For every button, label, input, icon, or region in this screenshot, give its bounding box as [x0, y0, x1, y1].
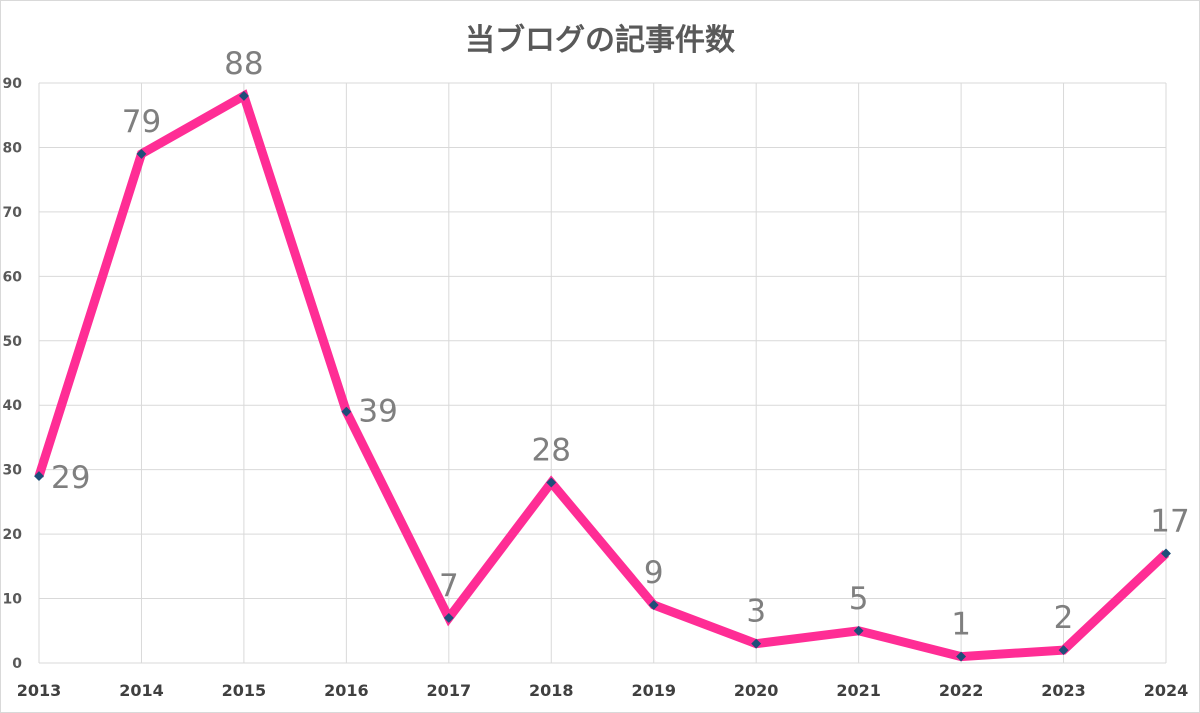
data-label: 79	[122, 104, 161, 140]
data-point-marker	[853, 625, 864, 636]
data-label: 28	[532, 433, 571, 469]
data-point-marker	[1058, 645, 1069, 656]
data-point-marker	[956, 651, 967, 662]
data-label: 5	[849, 581, 869, 617]
y-tick-label: 20	[3, 527, 23, 543]
data-point-marker	[1161, 548, 1171, 559]
y-axis-ticks: 0 10 20 30 40 50 60 70 80 90	[3, 76, 23, 672]
x-tick-label: 2015	[222, 681, 267, 700]
y-tick-label: 0	[12, 656, 22, 672]
data-labels: 29 79 88 39 7 28 9 3 5 1 2 17	[51, 46, 1190, 643]
x-tick-label: 2014	[119, 681, 164, 700]
gridlines	[38, 82, 1167, 664]
x-tick-label: 2020	[734, 681, 779, 700]
data-point-marker	[648, 600, 659, 610]
y-tick-label: 10	[3, 592, 23, 608]
data-label: 29	[51, 460, 90, 496]
x-tick-label: 2018	[529, 681, 574, 700]
y-tick-label: 80	[3, 140, 23, 156]
data-label: 3	[746, 594, 766, 630]
data-label: 1	[951, 607, 971, 643]
data-label: 17	[1150, 503, 1189, 539]
series-layer	[34, 89, 1171, 662]
y-tick-label: 60	[3, 269, 23, 285]
x-tick-label: 2023	[1041, 681, 1086, 700]
x-tick-label: 2022	[939, 681, 984, 700]
data-label: 9	[644, 555, 664, 591]
data-label: 7	[439, 568, 459, 604]
data-point-marker	[238, 90, 249, 101]
x-tick-label: 2013	[17, 681, 62, 700]
data-point-marker	[546, 477, 557, 488]
x-tick-label: 2021	[836, 681, 881, 700]
x-tick-label: 2019	[631, 681, 676, 700]
data-label: 88	[224, 46, 263, 82]
y-tick-label: 30	[3, 463, 23, 479]
x-tick-label: 2024	[1144, 681, 1189, 700]
x-axis-ticks: 2013 2014 2015 2016 2017 2018 2019 2020 2021 2022…	[17, 681, 1189, 700]
data-point-marker	[341, 406, 352, 417]
y-tick-label: 40	[3, 398, 23, 414]
data-point-marker	[751, 638, 762, 649]
chart-title: 当ブログの記事件数	[465, 23, 736, 58]
y-tick-label: 50	[3, 334, 23, 350]
data-point-marker	[136, 148, 147, 159]
data-label: 2	[1054, 600, 1074, 636]
y-tick-label: 90	[3, 76, 23, 92]
data-label: 39	[358, 394, 397, 430]
x-tick-label: 2016	[324, 681, 369, 700]
data-point-marker	[443, 612, 454, 623]
x-tick-label: 2017	[427, 681, 472, 700]
series-line	[34, 89, 1170, 662]
y-tick-label: 70	[3, 205, 23, 221]
